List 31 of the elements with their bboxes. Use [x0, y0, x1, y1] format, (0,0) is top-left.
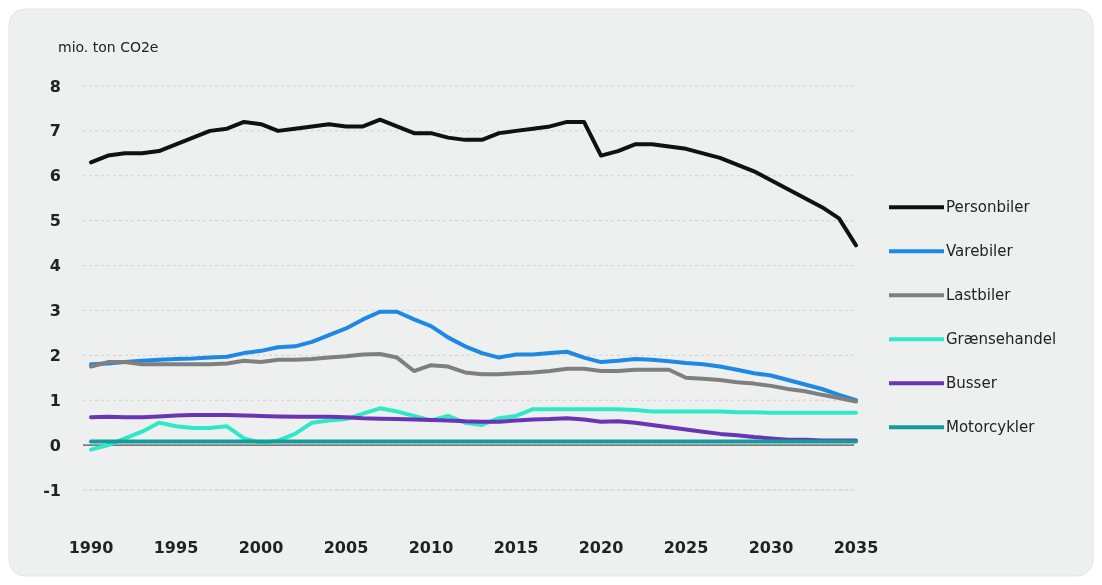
legend-label: Varebiler	[946, 242, 1014, 261]
legend-label: Motorcykler	[946, 418, 1036, 437]
y-tick-label: 1	[49, 390, 61, 410]
y-tick-label: 8	[49, 76, 61, 96]
y-tick-label: 2	[49, 345, 61, 365]
legend-label: Lastbiler	[946, 286, 1012, 305]
line-series	[89, 309, 858, 403]
legend-label: Busser	[946, 374, 998, 393]
x-tick-label: 2010	[408, 538, 454, 557]
x-tick-label: 2020	[578, 538, 624, 557]
y-axis-title: mio. ton CO2e	[58, 39, 159, 55]
line-series	[89, 413, 858, 443]
x-tick-label: 1990	[68, 538, 114, 557]
x-tick-label: 2035	[833, 538, 879, 557]
line-series	[89, 351, 858, 404]
y-tick-label: -1	[43, 480, 61, 500]
line-series	[89, 117, 858, 248]
y-tick-label: 7	[49, 121, 61, 141]
y-tick-label: 0	[49, 435, 61, 455]
y-tick-label: 6	[49, 166, 61, 186]
x-tick-label: 2015	[493, 538, 539, 557]
y-tick-label: 3	[49, 301, 61, 321]
x-tick-label: 2000	[238, 538, 284, 557]
x-tick-label: 2025	[663, 538, 709, 557]
y-tick-label: 5	[49, 211, 61, 231]
x-tick-label: 2030	[748, 538, 794, 557]
x-tick-label: 1995	[153, 538, 199, 557]
x-tick-label: 2005	[323, 538, 369, 557]
legend-label: Personbiler	[946, 198, 1031, 217]
y-tick-label: 4	[49, 256, 61, 276]
legend-label: Grænsehandel	[946, 330, 1057, 349]
